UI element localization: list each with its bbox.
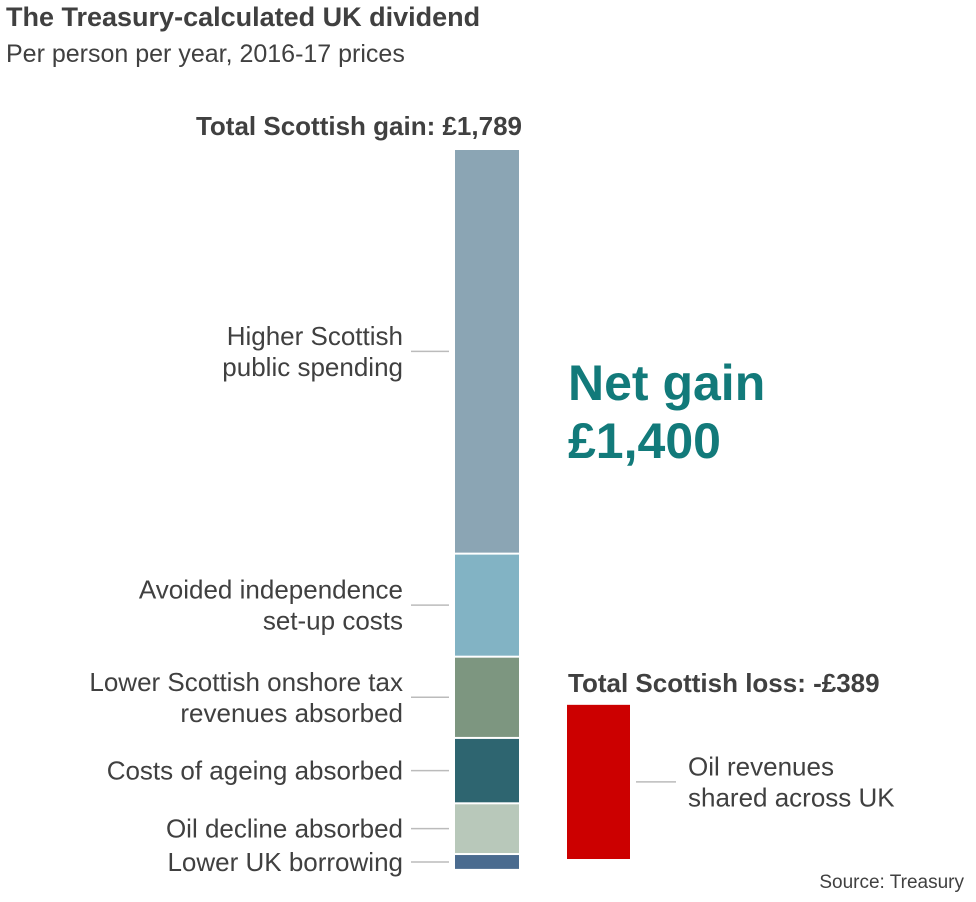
gain-segment-label: Costs of ageing absorbed	[107, 756, 403, 786]
gain-segment-label: Avoided independence	[139, 575, 403, 605]
net-gain-label: Net gain	[568, 355, 765, 411]
gain-segment-bar	[455, 657, 519, 737]
gain-segment-label: Lower UK borrowing	[167, 847, 403, 877]
gain-segment-bar	[455, 738, 519, 803]
source-note: Source: Treasury	[819, 872, 964, 893]
loss-total-label: Total Scottish loss: -£389	[568, 668, 880, 698]
gain-segment-label: Oil decline absorbed	[166, 814, 403, 844]
loss-segment-label: Oil revenues	[688, 751, 834, 781]
chart-subtitle: Per person per year, 2016-17 prices	[6, 40, 405, 68]
gain-segment-label: revenues absorbed	[180, 698, 403, 728]
gain-segment-bar	[455, 804, 519, 854]
chart-title: The Treasury-calculated UK dividend	[6, 2, 481, 32]
loss-segment-label: shared across UK	[688, 782, 895, 812]
net-gain-value: £1,400	[568, 413, 721, 469]
gain-segment-label: public spending	[222, 352, 403, 382]
gain-segment-label: set-up costs	[263, 606, 403, 636]
gain-segment-label: Lower Scottish onshore tax	[89, 667, 403, 697]
gain-segment-label: Higher Scottish	[227, 321, 403, 351]
gain-segment-bar	[455, 554, 519, 656]
gain-total-label: Total Scottish gain: £1,789	[196, 111, 522, 141]
gain-segment-bar	[455, 150, 519, 553]
loss-segment-bar	[567, 704, 630, 859]
gain-segment-bar	[455, 855, 519, 869]
